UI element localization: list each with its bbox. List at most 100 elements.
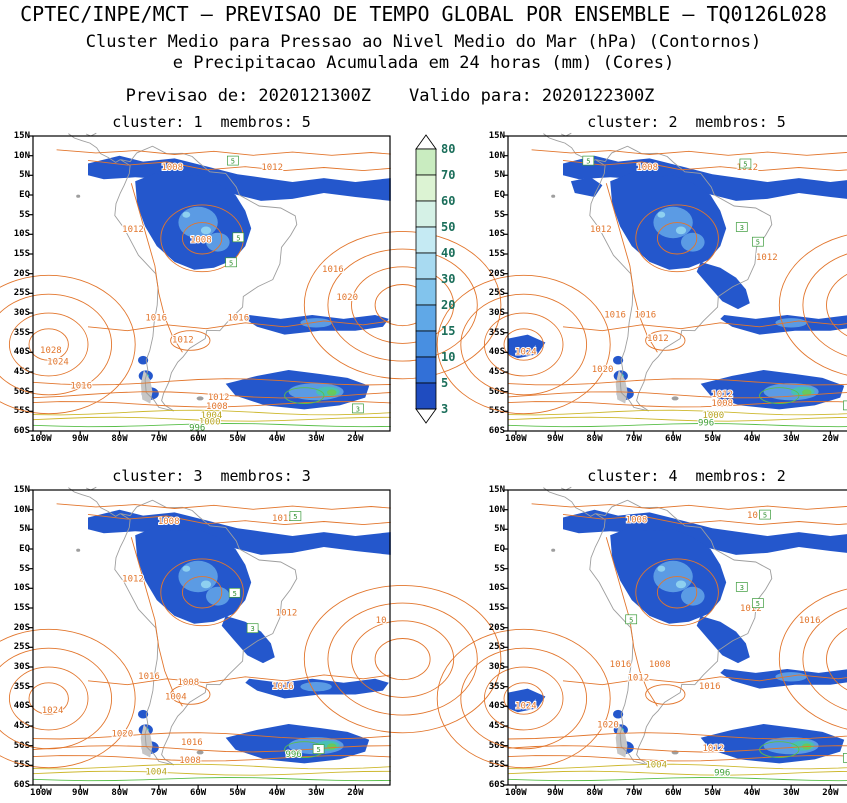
- pressure-label: 1004: [645, 760, 667, 770]
- pressure-label: 1008: [161, 163, 183, 173]
- lon-tick-label: 90W: [72, 788, 89, 798]
- panel-title: cluster: 4 membros: 2: [508, 467, 847, 485]
- lat-tick-label: 15N: [13, 131, 30, 141]
- pressure-contour-layer: [436, 503, 847, 782]
- colorbar-level-label: 20: [441, 298, 455, 312]
- colorbar-level-label: 30: [441, 272, 455, 286]
- lat-tick-label: EQ: [494, 544, 505, 554]
- lon-tick-label: 50W: [704, 434, 721, 444]
- pressure-label: 1016: [635, 311, 657, 321]
- pressure-label: 1000: [702, 411, 724, 421]
- pressure-label: 1012: [702, 744, 724, 754]
- panel-title: cluster: 2 membros: 5: [508, 113, 847, 131]
- lon-tick-label: 80W: [586, 434, 603, 444]
- axis-ticks: [29, 135, 356, 435]
- lon-tick-label: 50W: [229, 788, 246, 798]
- colorbar-segment: [415, 200, 437, 228]
- lon-tick-label: 30W: [307, 434, 325, 444]
- lat-tick-label: 5N: [19, 524, 30, 535]
- precip-label-box: [227, 155, 239, 166]
- lat-tick-label: 15S: [13, 603, 30, 613]
- precip-label-box: [735, 222, 748, 232]
- pressure-label: 1016: [145, 313, 167, 323]
- pressure-contour-layer: [436, 149, 847, 428]
- pressure-label: 1016: [227, 313, 249, 323]
- lat-tick-label: 25S: [488, 642, 505, 653]
- lon-tick-label: 80W: [111, 434, 128, 444]
- lon-tick-label: 60W: [664, 434, 682, 444]
- lon-tick-label: 90W: [547, 788, 564, 798]
- lat-tick-label: 5S: [19, 209, 30, 220]
- lat-tick-label: 25S: [13, 288, 30, 299]
- lon-tick-label: 40W: [743, 788, 760, 798]
- pressure-label: 1016: [138, 672, 160, 682]
- pressure-label: 1012: [208, 393, 230, 403]
- precip-point-label-layer: 53553: [625, 509, 847, 763]
- lat-tick-label: EQ: [19, 544, 30, 554]
- lon-tick-label: 90W: [547, 434, 564, 444]
- contour-label-layer: 1008 1012 1012 1012 10 1016 1008 1016 1004 1024 10…: [41, 513, 388, 779]
- pressure-label: 1024: [42, 706, 64, 716]
- precip-label-box: [289, 511, 302, 521]
- subtitle-line-1: Cluster Medio para Pressao ao Nivel Medi…: [85, 32, 762, 52]
- colorbar-level-label: 50: [441, 220, 455, 234]
- lat-tick-label: 45S: [13, 721, 30, 731]
- precip-label-box: [843, 753, 847, 763]
- panel-cluster-3: cluster: 3 membros: 3 15N 10N 5N EQ 5S 10S 15S 2…: [0, 466, 502, 803]
- membros-label: membros: 2: [695, 467, 786, 485]
- precip-label: 5: [756, 239, 760, 247]
- precip-label-box: [739, 158, 752, 169]
- map-frame: [32, 135, 391, 432]
- pressure-label: 1000: [199, 418, 221, 428]
- map-cluster-4: 1008101210121016101016100810121016102410…: [436, 486, 847, 789]
- lat-tick-label: 10N: [13, 504, 30, 515]
- lon-tick-label: 60W: [189, 434, 207, 444]
- contour-label-layer: 1008101210121016101016100810121016102410…: [514, 510, 821, 779]
- lat-tick-label: 30S: [13, 308, 30, 318]
- lat-tick-label: 5N: [19, 170, 30, 181]
- precip-colorbar: 80 70 60 50 40 30 20 15 10 5 3: [414, 134, 484, 434]
- forecast-valid-value: 2020122300Z: [541, 86, 655, 106]
- subtitle-line-2: e Precipitacao Acumulada em 24 horas (mm…: [172, 53, 675, 73]
- precip-fill-layer: [508, 155, 847, 410]
- pressure-label: 1008: [636, 163, 658, 173]
- lat-tick-label: 25S: [13, 642, 30, 653]
- pressure-label: 1016: [610, 660, 632, 670]
- pressure-label: 1016: [70, 381, 92, 391]
- pressure-label: 10: [376, 616, 387, 626]
- pressure-label: 1004: [145, 768, 167, 778]
- precip-label-box: [232, 232, 245, 243]
- precip-label: 5: [743, 161, 747, 169]
- pressure-label: 1008: [179, 756, 201, 766]
- membros-label: membros: 5: [695, 113, 786, 131]
- lat-tick-label: 35S: [13, 327, 30, 338]
- cluster-label: cluster: 2: [587, 113, 678, 131]
- lon-tick-label: 30W: [307, 788, 325, 798]
- pressure-label: 1012: [756, 253, 778, 263]
- colorbar-segment: [415, 278, 437, 306]
- colorbar-segment: [415, 382, 437, 410]
- pressure-label: 1008: [190, 235, 212, 245]
- precip-label: 5: [231, 158, 235, 166]
- pressure-label: 1012: [590, 225, 612, 235]
- precip-label: 3: [740, 584, 744, 592]
- pressure-label: 1004: [201, 411, 223, 421]
- lat-tick-label: 40S: [13, 347, 30, 358]
- lon-tick-label: 90W: [72, 434, 89, 444]
- precip-label: 3: [740, 224, 744, 232]
- terrain-layer: [140, 724, 153, 758]
- pressure-label: 1016: [181, 738, 203, 748]
- precip-label-box: [312, 744, 325, 754]
- colorbar-segment: [415, 148, 437, 176]
- pressure-label: 1008: [711, 399, 733, 409]
- lat-tick-label: 30S: [488, 662, 505, 672]
- precip-label: 5: [316, 746, 320, 754]
- lon-tick-label: 20W: [822, 788, 839, 798]
- lon-tick-label: 60W: [664, 788, 682, 798]
- precip-label-box: [752, 236, 764, 247]
- map-plot: 1008 1012 1012 1012 10 1016 1008 1016 1004 1024 10…: [0, 486, 502, 789]
- panel-cluster-1: cluster: 1 membros: 5 15N 10N 5N EQ 5S 10S 15S 2…: [0, 112, 502, 456]
- terrain-layer: [615, 724, 628, 758]
